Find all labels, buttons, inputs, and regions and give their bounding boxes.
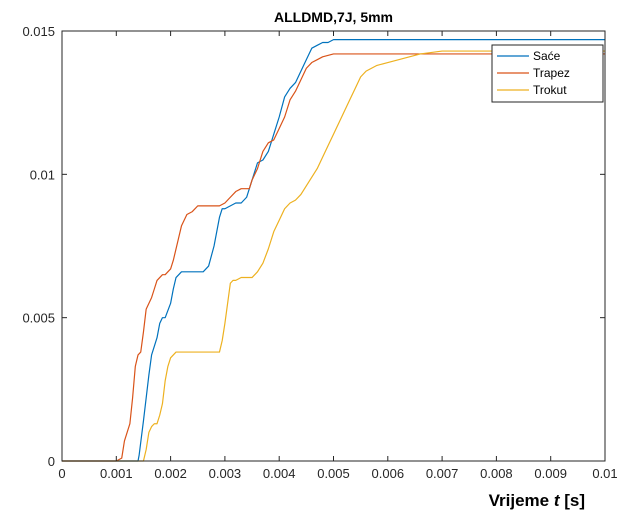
- x-tick-label: 0.003: [209, 466, 242, 481]
- series-line-sa-e: [62, 38, 605, 462]
- x-tick-label: 0.001: [100, 466, 133, 481]
- x-axis-label-prefix: Vrijeme: [489, 491, 554, 510]
- x-tick-label: 0.005: [317, 466, 350, 481]
- y-tick-label: 0.015: [22, 24, 55, 39]
- x-tick-label: 0.002: [154, 466, 187, 481]
- plot-lines: [62, 38, 605, 462]
- y-tick-label: 0.005: [22, 311, 55, 326]
- x-tick-label: 0.004: [263, 466, 296, 481]
- x-tick-label: 0.01: [592, 466, 617, 481]
- axis-ticks: [61, 30, 606, 462]
- x-axis-label-variable: t: [554, 491, 561, 510]
- legend-entry-label: Trokut: [533, 83, 567, 97]
- legend-entry-label: Trapez: [533, 66, 570, 80]
- x-tick-label: 0.006: [372, 466, 405, 481]
- axis-tick-labels: 0 0.001 0.002 0.003 0.004 0.005 0.006 0.007 0.00…: [22, 24, 617, 481]
- x-tick-label: 0.008: [480, 466, 513, 481]
- legend-entry-label: Saće: [533, 49, 561, 63]
- series-line-trapez: [62, 53, 605, 462]
- y-tick-label: 0.01: [30, 167, 55, 182]
- x-axis-label: Vrijeme t [s]: [489, 491, 585, 510]
- x-tick-label: 0: [58, 466, 65, 481]
- x-tick-label: 0.009: [534, 466, 567, 481]
- legend: Saće Trapez Trokut: [491, 44, 604, 103]
- x-tick-label: 0.007: [426, 466, 459, 481]
- series-line-trokut: [62, 50, 605, 462]
- chart-title: ALLDMD,7J, 5mm: [274, 9, 393, 25]
- y-tick-label: 0: [48, 454, 55, 469]
- x-axis-label-suffix: [s]: [560, 491, 586, 510]
